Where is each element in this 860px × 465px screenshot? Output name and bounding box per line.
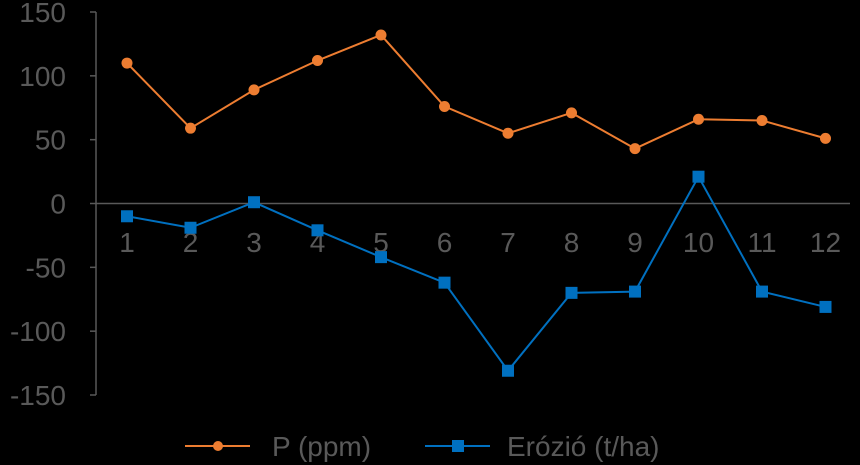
- legend-label-p: P (ppm): [272, 431, 371, 462]
- data-point: [121, 57, 133, 69]
- x-tick-label: 10: [683, 227, 714, 258]
- data-point: [820, 132, 831, 144]
- x-tick-label: 3: [246, 227, 262, 258]
- legend-label-erozio: Erózió (t/ha): [507, 431, 660, 462]
- legend: P (ppm) Erózió (t/ha): [185, 431, 660, 462]
- data-point: [629, 143, 641, 155]
- x-axis: 1 2 3 4 5 6 7 8 9 10 11 12: [96, 202, 850, 258]
- series-group: [121, 29, 832, 377]
- data-point: [185, 122, 196, 134]
- data-point: [566, 107, 577, 119]
- data-point: [248, 84, 260, 96]
- data-point: [693, 113, 704, 125]
- x-tick-label: 2: [183, 227, 199, 258]
- y-tick-label: -100: [10, 316, 66, 347]
- data-point: [311, 224, 324, 237]
- x-tick-label: 8: [564, 227, 580, 258]
- data-point: [438, 276, 451, 289]
- x-tick-label: 12: [810, 227, 841, 258]
- data-point: [756, 285, 768, 298]
- series-line-0: [126, 33, 826, 150]
- data-point: [184, 221, 197, 234]
- data-point: [121, 210, 133, 223]
- data-point: [629, 285, 641, 298]
- y-tick-label: 0: [50, 189, 66, 220]
- data-point: [565, 286, 578, 299]
- y-tick-label: 50: [35, 125, 66, 156]
- data-point: [502, 127, 514, 139]
- data-point: [375, 251, 387, 264]
- data-point: [502, 364, 514, 377]
- x-tick-label: 7: [500, 227, 516, 258]
- data-point: [692, 170, 705, 183]
- x-tick-label: 5: [373, 227, 389, 258]
- x-tick-label: 1: [119, 227, 135, 258]
- data-point: [375, 29, 387, 41]
- y-tick-label: 150: [19, 0, 66, 28]
- data-point: [248, 196, 260, 209]
- y-tick-label: 100: [19, 61, 66, 92]
- data-point: [439, 100, 450, 112]
- series-line-1: [126, 174, 826, 373]
- legend-marker-erozio: [452, 440, 464, 452]
- y-axis: 150 100 50 0 -50 -100 -150: [10, 0, 97, 411]
- y-tick-label: -50: [26, 252, 66, 283]
- data-point: [756, 115, 768, 127]
- x-tick-label: 9: [627, 227, 643, 258]
- data-point: [312, 55, 323, 67]
- x-tick-label: 6: [437, 227, 453, 258]
- x-tick-label: 11: [747, 227, 776, 258]
- data-point: [819, 300, 832, 313]
- y-tick-label: -150: [10, 380, 66, 411]
- legend-marker-p: [213, 441, 223, 451]
